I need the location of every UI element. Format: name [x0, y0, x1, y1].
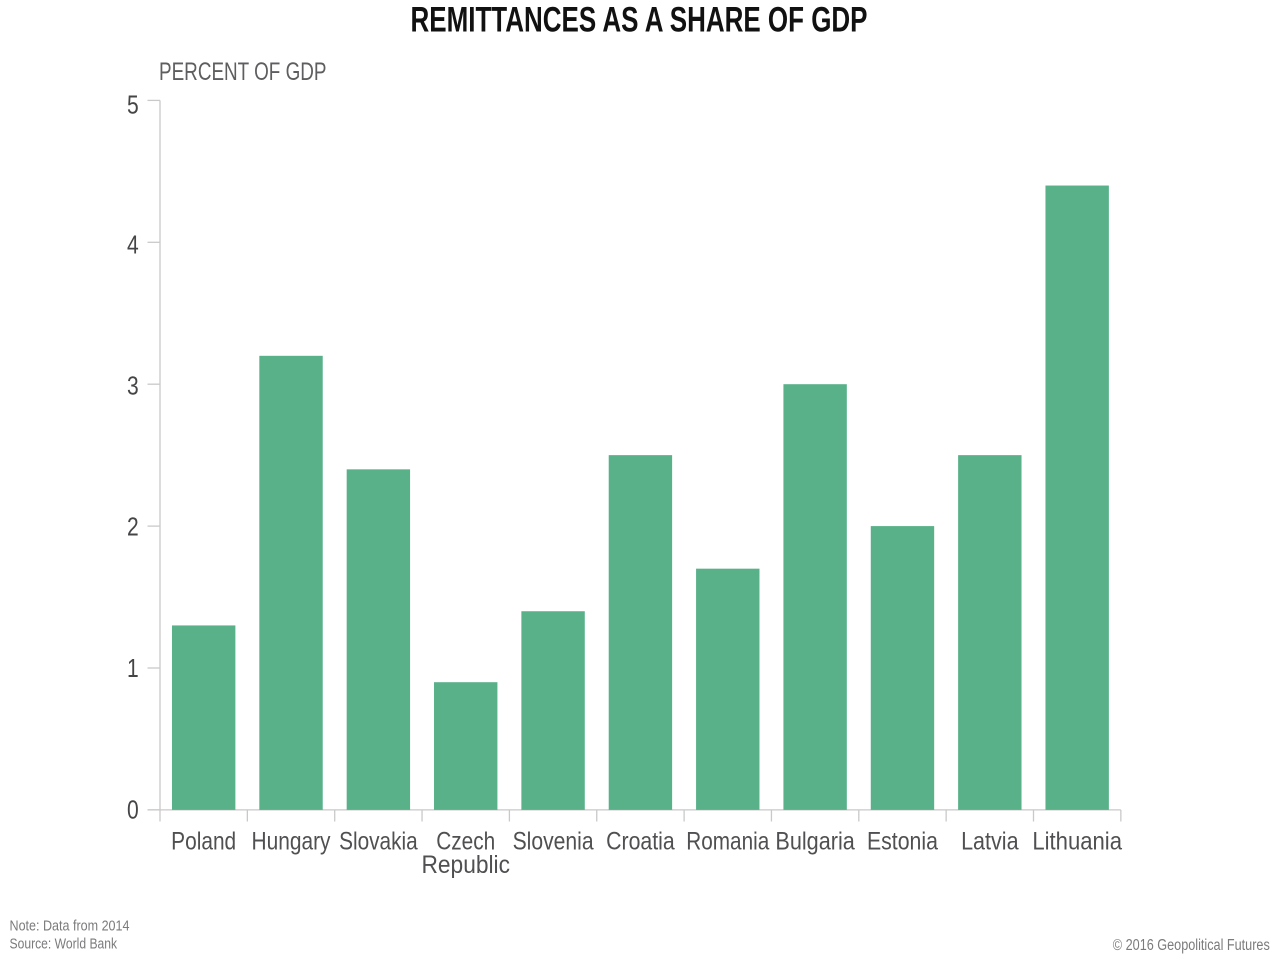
svg-text:Slovakia: Slovakia — [339, 828, 418, 856]
svg-text:1: 1 — [127, 653, 139, 683]
svg-text:REMITTANCES AS A SHARE OF GDP: REMITTANCES AS A SHARE OF GDP — [411, 1, 868, 40]
svg-text:Latvia: Latvia — [961, 828, 1019, 856]
svg-text:Poland: Poland — [171, 828, 236, 856]
svg-text:3: 3 — [127, 370, 139, 400]
svg-text:Estonia: Estonia — [867, 828, 938, 856]
svg-text:Slovenia: Slovenia — [513, 828, 594, 856]
svg-text:Note: Data from 2014: Note: Data from 2014 — [10, 918, 130, 934]
svg-text:Croatia: Croatia — [606, 828, 675, 856]
svg-text:Czech: Czech — [436, 828, 495, 856]
svg-text:5: 5 — [127, 90, 139, 120]
svg-text:Source: World Bank: Source: World Bank — [10, 936, 118, 952]
svg-text:Hungary: Hungary — [252, 828, 331, 856]
svg-text:© 2016 Geopolitical Futures: © 2016 Geopolitical Futures — [1113, 937, 1270, 954]
svg-text:4: 4 — [127, 229, 139, 259]
svg-text:Bulgaria: Bulgaria — [775, 828, 854, 856]
svg-text:2: 2 — [127, 512, 139, 542]
svg-text:Lithuania: Lithuania — [1032, 828, 1122, 856]
svg-text:0: 0 — [127, 794, 139, 824]
svg-text:Republic: Republic — [421, 851, 510, 879]
svg-text:Romania: Romania — [686, 828, 769, 856]
svg-text:PERCENT OF GDP: PERCENT OF GDP — [159, 58, 327, 86]
